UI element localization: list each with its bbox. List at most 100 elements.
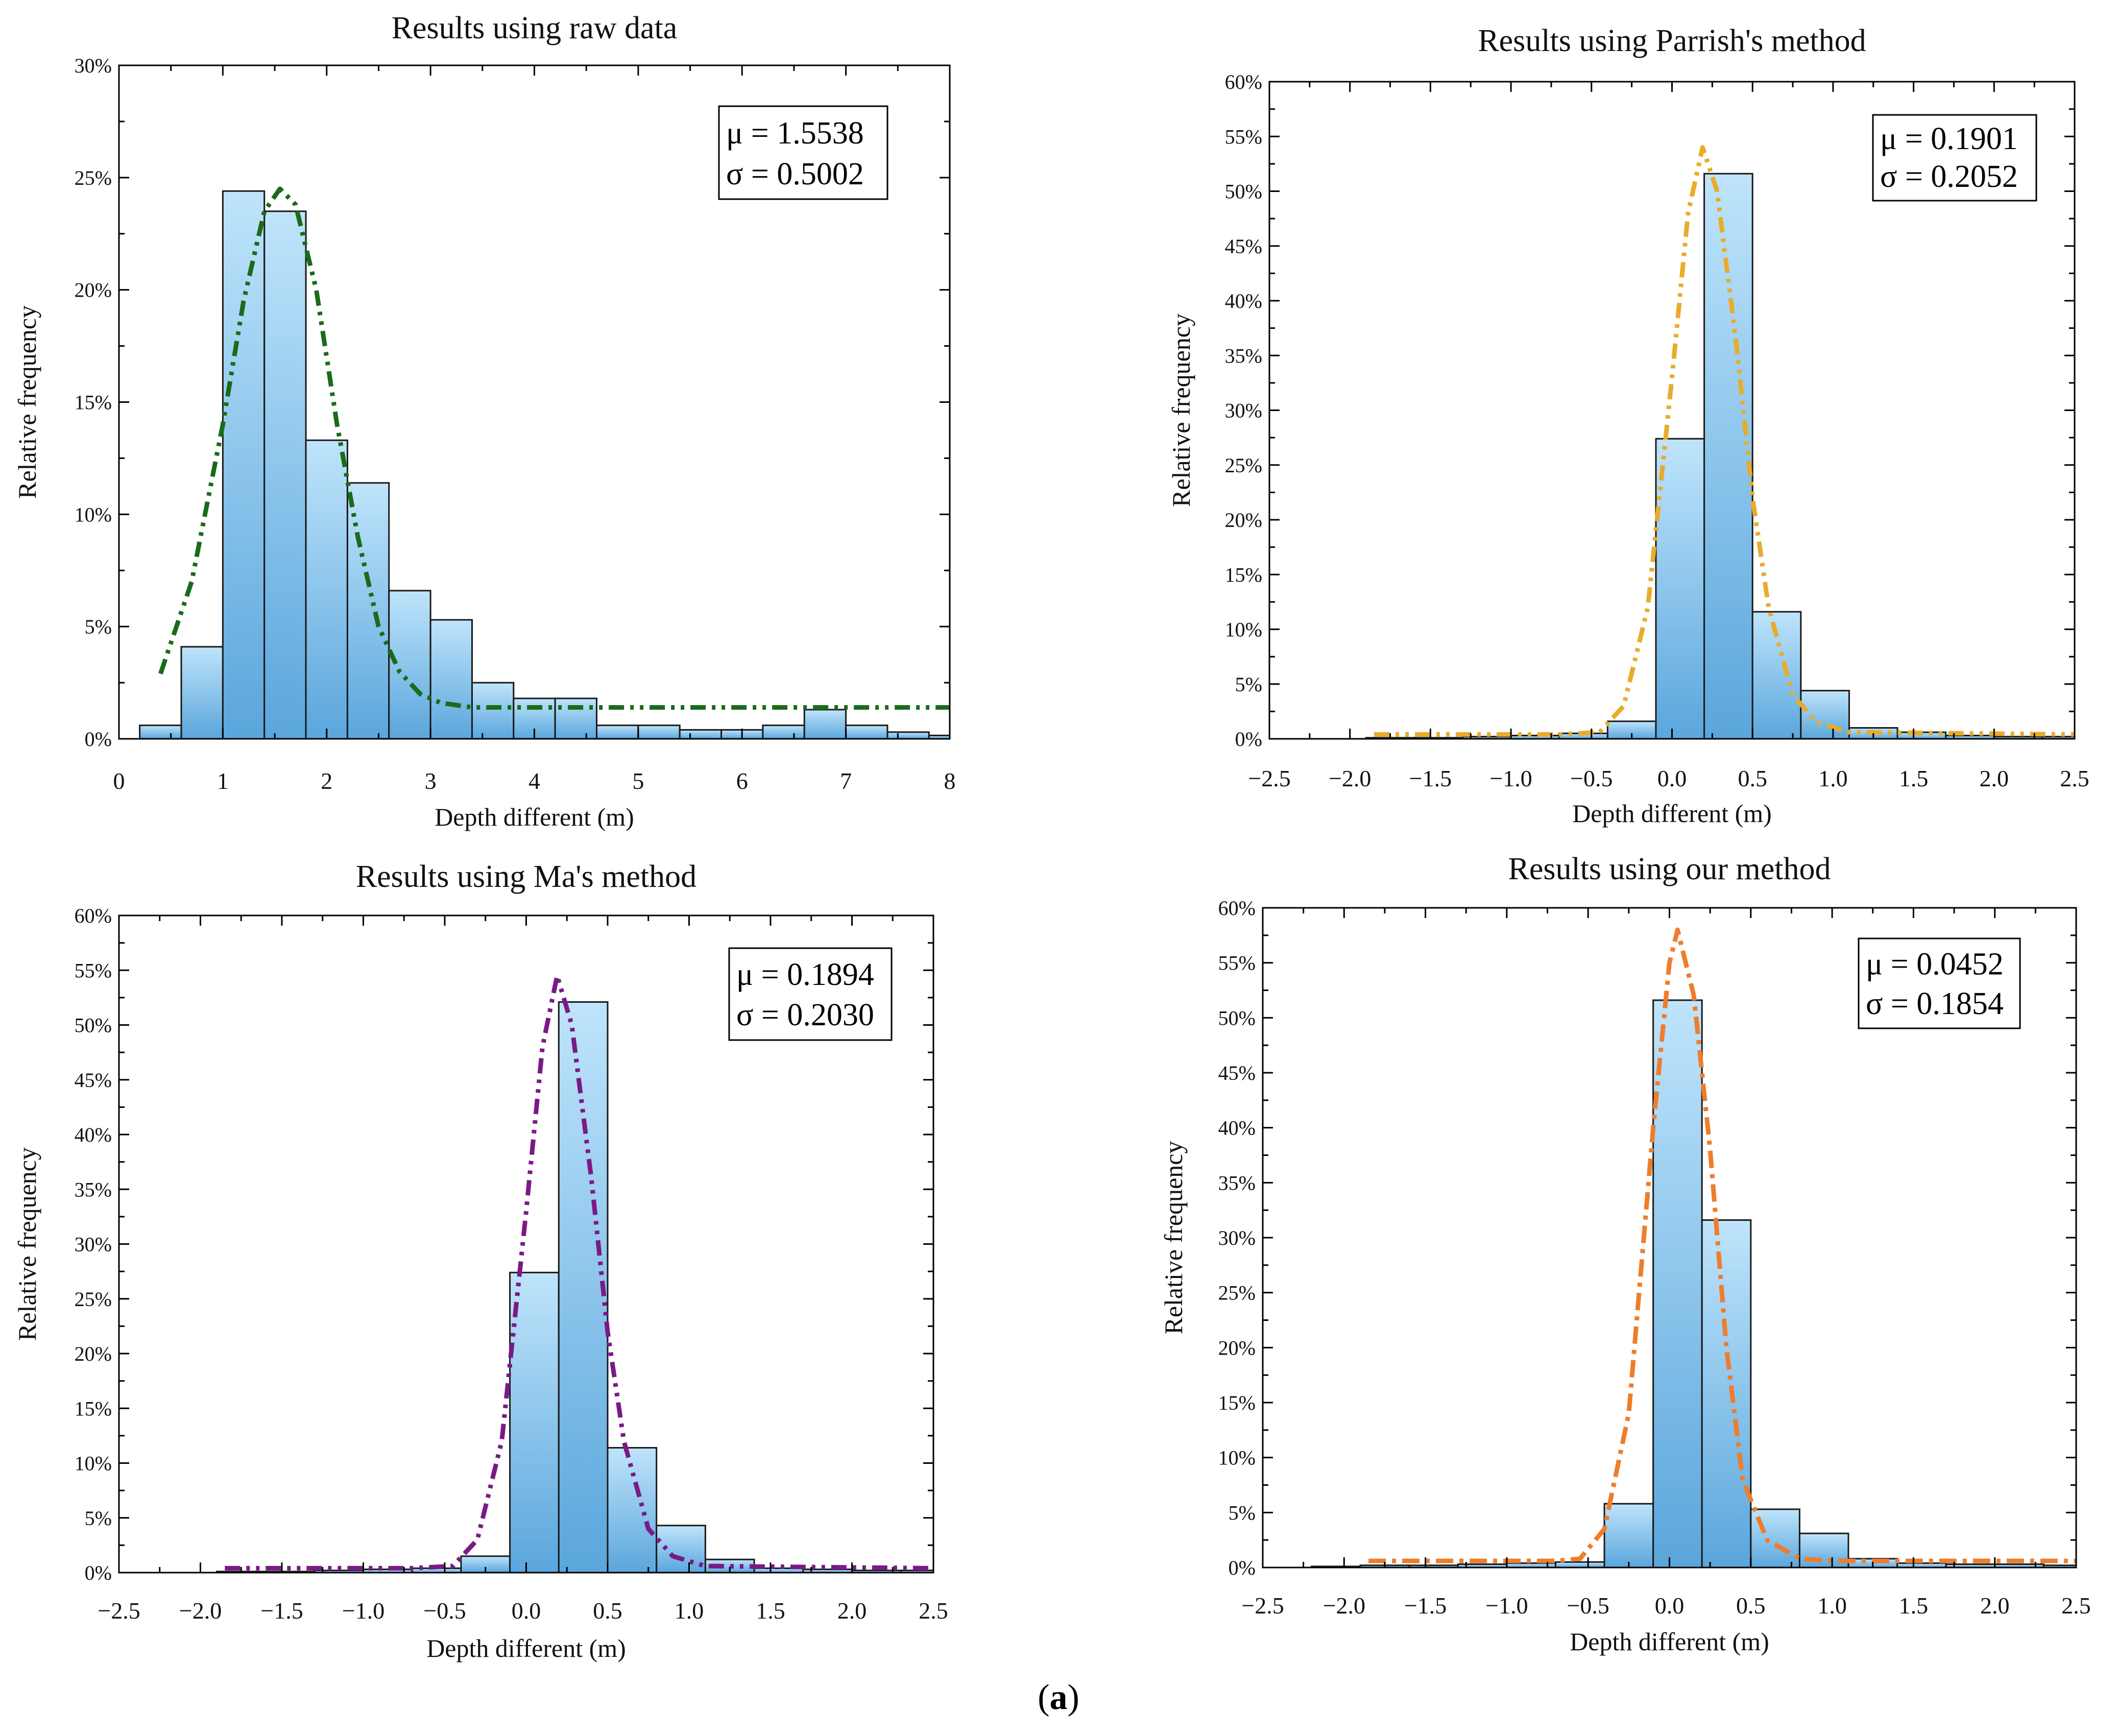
histogram-bar xyxy=(305,439,348,740)
histogram-bar xyxy=(1800,690,1850,740)
histogram-bar xyxy=(558,1001,609,1574)
x-tick-label: −0.5 xyxy=(423,1598,466,1624)
stats-box xyxy=(1858,937,2021,1029)
x-tick-label: −0.5 xyxy=(1567,1593,1609,1619)
y-tick-label: 45% xyxy=(1225,235,1262,258)
y-tick-label: 35% xyxy=(1225,344,1262,367)
y-tick-label: 10% xyxy=(75,1452,112,1475)
chart-raw-data: Results using raw data0%5%10%15%20%25%30… xyxy=(13,11,956,831)
y-tick-label: 50% xyxy=(1225,180,1262,203)
histogram-bar xyxy=(222,190,266,740)
y-tick-label: 10% xyxy=(1225,618,1262,641)
x-tick-label: 4 xyxy=(528,768,540,794)
y-tick-label: 10% xyxy=(1218,1446,1256,1469)
y-tick-label: 15% xyxy=(75,1397,112,1420)
mean-label: μ = 1.5538 xyxy=(726,116,864,151)
x-tick-label: 1.0 xyxy=(1817,1593,1847,1619)
x-axis-label: Depth different (m) xyxy=(1572,799,1772,828)
chart-parrish-method: Results using Parrish's method 0% 5% 10% 15%… xyxy=(1167,23,2089,828)
histogram-bar xyxy=(509,1271,560,1574)
y-axis-label: Relative frequency xyxy=(13,305,41,499)
y-tick-label: 50% xyxy=(1218,1006,1256,1029)
histogram-bar xyxy=(1703,173,1753,740)
y-tick-label: 25% xyxy=(75,1288,112,1311)
x-tick-label: 1.0 xyxy=(675,1598,704,1624)
histogram-bar xyxy=(180,646,224,740)
x-tick-label: 2.0 xyxy=(837,1598,867,1624)
histogram-bar xyxy=(1701,1219,1752,1569)
x-tick-label: 2.5 xyxy=(2060,765,2089,791)
y-tick-label: 20% xyxy=(75,1342,112,1365)
x-tick-label: 7 xyxy=(840,768,852,794)
histogram-bar xyxy=(1554,1561,1605,1569)
chart-title: Results using Parrish's method xyxy=(1478,23,1866,58)
y-tick-label: 20% xyxy=(1225,509,1262,532)
caption-open-paren: ( xyxy=(1038,1678,1050,1717)
histogram-bar xyxy=(607,1446,658,1574)
y-tick-label: 30% xyxy=(75,54,112,77)
mean-label: μ = 0.1901 xyxy=(1880,122,2018,156)
x-tick-label: −1.0 xyxy=(1489,765,1532,791)
histogram-bar xyxy=(139,725,182,740)
x-axis-label: Depth different (m) xyxy=(426,1634,626,1662)
y-axis-label: Relative frequency xyxy=(1167,314,1195,507)
sigma-label: σ = 0.2030 xyxy=(736,998,874,1032)
y-tick-label: 15% xyxy=(1225,563,1262,586)
y-tick-label: 0% xyxy=(1235,728,1262,751)
y-tick-label: 5% xyxy=(85,615,112,638)
y-axis-label: Relative frequency xyxy=(13,1147,41,1341)
figure-caption: (a) xyxy=(0,1677,2117,1718)
x-tick-label: 0.0 xyxy=(512,1598,541,1624)
x-tick-label: 0.5 xyxy=(1736,1593,1766,1619)
y-tick-label: 50% xyxy=(75,1014,112,1037)
stats-box xyxy=(1872,114,2037,202)
x-tick-label: 8 xyxy=(944,768,956,794)
histogram-bar xyxy=(263,210,307,740)
y-tick-label: 60% xyxy=(75,904,112,927)
stats-box xyxy=(728,947,893,1041)
y-tick-label: 35% xyxy=(75,1178,112,1201)
x-tick-label: 3 xyxy=(425,768,437,794)
y-tick-label: 55% xyxy=(75,959,112,982)
y-tick-label: 0% xyxy=(85,728,112,751)
y-tick-label: 30% xyxy=(75,1233,112,1256)
x-tick-label: 0.5 xyxy=(593,1598,622,1624)
y-tick-label: 40% xyxy=(75,1123,112,1146)
normal-fit-curve xyxy=(225,973,934,1571)
mean-label: μ = 0.0452 xyxy=(1866,947,2004,981)
y-tick-label: 10% xyxy=(75,503,112,526)
x-tick-label: 2.5 xyxy=(2061,1593,2091,1619)
x-tick-label: 2 xyxy=(321,768,332,794)
sigma-label: σ = 0.2052 xyxy=(1880,159,2018,194)
y-tick-label: 40% xyxy=(1218,1117,1256,1140)
chart-title: Results using our method xyxy=(1508,852,1831,886)
caption-close-paren: ) xyxy=(1067,1678,1079,1717)
histogram-bar xyxy=(471,682,515,740)
x-tick-label: −2.5 xyxy=(98,1598,140,1624)
x-tick-label: 0.0 xyxy=(1655,1593,1685,1619)
x-tick-label: −2.5 xyxy=(1248,765,1290,791)
y-tick-label: 0% xyxy=(1229,1556,1256,1579)
x-tick-label: −1.5 xyxy=(1409,765,1452,791)
x-tick-label: 2.0 xyxy=(1980,1593,2010,1619)
histogram-bar xyxy=(388,590,431,740)
histogram-bar xyxy=(429,619,473,740)
x-tick-label: 1.0 xyxy=(1818,765,1848,791)
chart-title: Results using Ma's method xyxy=(356,859,696,894)
histogram-bar xyxy=(679,729,723,740)
x-tick-label: 1.5 xyxy=(1899,1593,1929,1619)
y-tick-label: 5% xyxy=(1235,673,1262,696)
x-tick-label: −0.5 xyxy=(1570,765,1613,791)
mean-label: μ = 0.1894 xyxy=(736,957,874,992)
histogram-bar xyxy=(346,482,390,740)
y-tick-label: 40% xyxy=(1225,290,1262,312)
x-tick-label: −1.0 xyxy=(342,1598,384,1624)
y-tick-label: 45% xyxy=(1218,1062,1256,1084)
y-tick-label: 5% xyxy=(85,1507,112,1530)
y-tick-label: 45% xyxy=(75,1069,112,1092)
y-tick-label: 15% xyxy=(1218,1391,1256,1414)
histogram-bar xyxy=(803,709,847,740)
histogram-bar xyxy=(554,697,598,740)
y-tick-label: 55% xyxy=(1225,125,1262,148)
y-tick-label: 60% xyxy=(1225,70,1262,93)
